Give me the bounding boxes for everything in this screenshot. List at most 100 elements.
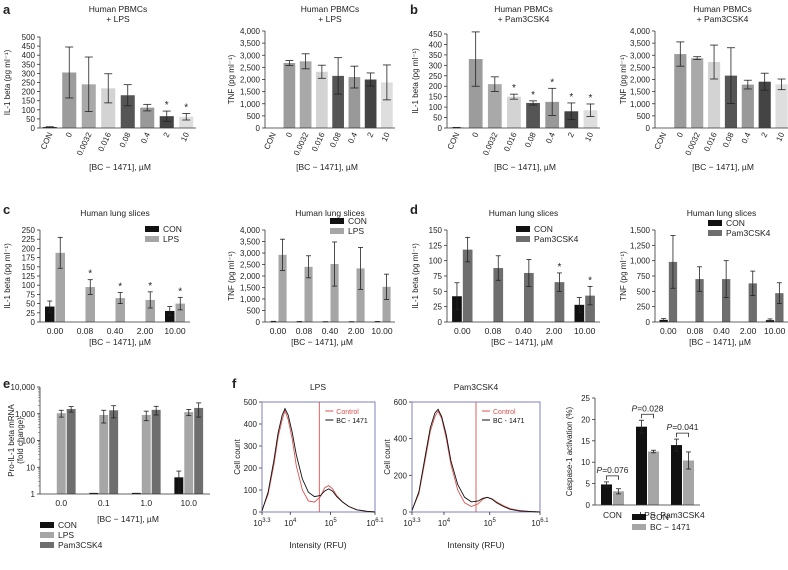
x-tick-label: 105	[484, 518, 497, 528]
x-tick-label: 0.40	[107, 326, 124, 336]
y-axis-label: TNF (pg ml⁻¹)	[619, 251, 628, 301]
bar-lps	[145, 299, 155, 322]
chart-title: + LPS	[106, 14, 130, 24]
x-tick-label: 2	[759, 131, 769, 139]
bar	[283, 63, 296, 129]
y-tick-label: 400	[394, 435, 408, 444]
panel-letter: f	[232, 376, 237, 391]
x-axis-label: Intensity (RFU)	[447, 540, 504, 550]
legend-label: LPS	[348, 226, 364, 236]
x-tick-label: 0.08	[77, 326, 94, 336]
y-tick-label: 2,500	[240, 261, 261, 270]
bar-bc-1471	[683, 460, 694, 505]
chart-title: Human lung slices	[295, 208, 364, 218]
bar	[775, 84, 788, 128]
bar-pam3csk4	[554, 282, 565, 322]
y-tick-label: 25	[26, 309, 35, 318]
y-tick-label: 200	[22, 244, 36, 253]
x-tick-label: 104	[438, 518, 451, 528]
y-axis-label: TNF (pg ml⁻¹)	[619, 54, 628, 104]
x-tick-label: 0.4	[346, 131, 359, 145]
panel-letter: d	[410, 202, 418, 217]
x-tick-label: 0.00	[270, 326, 287, 336]
bar-bc-1471	[648, 451, 659, 505]
y-tick-label: 100	[244, 486, 258, 495]
y-tick-label: 400	[244, 420, 258, 429]
y-tick-label: 1,000	[240, 295, 261, 304]
bar	[140, 107, 155, 128]
y-tick-label: 750	[637, 272, 651, 281]
y-tick-label: 1	[31, 490, 36, 499]
bar-pam3csk4	[493, 268, 504, 322]
x-tick-label: 0.4	[139, 131, 152, 145]
y-tick-label: 350	[22, 60, 36, 69]
bar-lps	[278, 254, 287, 322]
bar-lps	[330, 264, 339, 322]
y-tick-label: 75	[26, 290, 35, 299]
x-tick-label: 0.0032	[684, 131, 703, 157]
legend-swatch	[516, 236, 530, 242]
x-tick-label: 0.40	[713, 326, 730, 336]
panel-letter: c	[3, 202, 10, 217]
y-tick-label: 450	[429, 30, 443, 39]
x-axis-label: [BC − 1471], µM	[491, 337, 553, 347]
y-axis-label: (fold change)	[16, 417, 25, 464]
x-tick-label: 0.1	[98, 498, 110, 508]
y-tick-label: 500	[637, 112, 651, 121]
y-tick-label: 200	[394, 471, 408, 480]
significance-star: *	[184, 102, 188, 113]
bar	[707, 62, 721, 128]
y-tick-label: 250	[22, 79, 36, 88]
chart-title: + Pam3CSK4	[498, 14, 550, 24]
y-tick-label: 500	[244, 398, 258, 407]
y-tick-label: 2,000	[240, 272, 261, 281]
y-tick-label: 75	[433, 272, 442, 281]
legend-swatch	[632, 514, 646, 520]
x-tick-label: 0	[470, 131, 480, 139]
x-tick-label: 0.00	[660, 326, 677, 336]
x-axis-label: [BC − 1471], µM	[494, 162, 556, 172]
x-tick-label: 10	[380, 131, 392, 143]
y-tick-label: 0	[646, 124, 651, 133]
bar-con	[574, 304, 585, 322]
x-tick-label: 0.016	[310, 131, 327, 153]
x-tick-label: CON	[446, 131, 462, 151]
bar-lps	[382, 286, 391, 322]
y-tick-label: 0	[256, 318, 261, 327]
y-tick-label: 0	[253, 508, 258, 517]
x-tick-label: 0.0032	[481, 131, 500, 157]
x-tick-label: 2.00	[348, 326, 365, 336]
x-tick-label: CON	[653, 131, 669, 151]
p-value-bracket	[606, 475, 619, 480]
bar	[101, 88, 116, 128]
y-tick-label: 15	[581, 437, 590, 446]
x-tick-label: CON	[262, 131, 278, 151]
x-tick-label: 106.1	[531, 518, 549, 528]
y-axis-label: Caspase-1 activation (%)	[565, 406, 574, 496]
y-tick-label: 500	[22, 33, 36, 42]
legend-label: LPS	[58, 530, 74, 540]
y-tick-label: 0	[31, 124, 36, 133]
bar	[526, 102, 540, 128]
legend-swatch	[708, 220, 722, 226]
y-tick-label: 150	[429, 93, 443, 102]
y-tick-label: 100	[22, 281, 36, 290]
bar-lps	[115, 298, 125, 322]
legend-label: CON	[348, 216, 367, 226]
significance-star: *	[88, 269, 92, 280]
bar-pam3csk4	[585, 295, 595, 322]
y-axis-label: IL-1 beta (pg ml⁻¹)	[411, 243, 420, 309]
x-tick-label: 10.00	[764, 326, 786, 336]
significance-star: *	[588, 93, 592, 104]
bar-bc-1471	[613, 491, 624, 505]
bar-con	[131, 492, 141, 494]
bar-pam3csk4	[524, 272, 534, 322]
y-tick-label: 2,500	[630, 63, 651, 72]
chart-title: Human lung slices	[489, 208, 558, 218]
bar-pam3csk4	[66, 409, 76, 494]
y-tick-label: 0	[438, 124, 443, 133]
y-tick-label: 3,000	[630, 51, 651, 60]
y-tick-label: 300	[22, 69, 36, 78]
panel-letter: e	[3, 376, 10, 391]
significance-star: *	[178, 286, 182, 297]
